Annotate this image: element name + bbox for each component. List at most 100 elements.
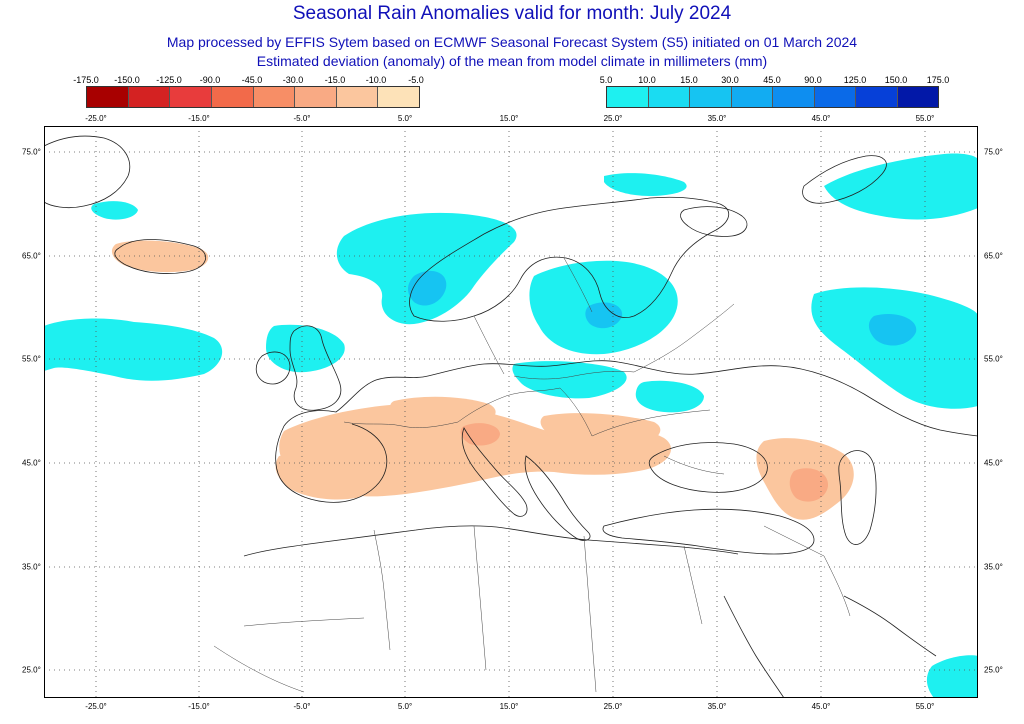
lon-label-top: 45.0° — [811, 114, 831, 123]
graticule — [44, 126, 978, 698]
legend-neg-swatch — [87, 87, 129, 107]
legend-neg-swatch — [336, 87, 379, 107]
map-frame — [44, 126, 978, 698]
legend-pos-swatch — [648, 87, 690, 107]
anomaly-map — [44, 126, 978, 698]
dry-area-iberia — [275, 454, 373, 500]
legend-neg-tick: -125.0 — [156, 75, 182, 85]
legend-positive-colorbar — [606, 86, 939, 108]
dry-area-southern-europe — [279, 403, 672, 497]
coast-red-sea — [723, 595, 785, 698]
dry-area-central-europe — [390, 396, 496, 427]
lon-label-top: -15.0° — [188, 114, 210, 123]
negative-anomaly-cores — [460, 423, 829, 502]
coast-novaya-zemlya — [802, 155, 887, 204]
map-title: Seasonal Rain Anomalies valid for month:… — [292, 3, 732, 24]
wet-core-russia — [868, 313, 917, 346]
legend-neg-swatch — [128, 87, 171, 107]
legend-pos-tick: 30.0 — [721, 75, 739, 85]
lon-label-top: -5.0° — [293, 114, 311, 123]
lon-label-bottom: -15.0° — [188, 702, 210, 711]
dry-area-iceland — [111, 240, 209, 273]
coast-anatolia — [602, 508, 815, 555]
wet-area-barents — [824, 153, 978, 220]
lon-label-bottom: 25.0° — [603, 702, 623, 711]
lat-label-right: 35.0° — [984, 562, 1003, 572]
coastlines — [44, 135, 978, 698]
wet-area-iceland-north — [91, 201, 138, 220]
coast-great-britain — [289, 325, 342, 411]
coast-black-sea — [648, 442, 768, 493]
legend-pos-tick: 175.0 — [926, 75, 950, 85]
legend-pos-tick: 10.0 — [638, 75, 656, 85]
coast-ireland — [255, 351, 291, 385]
lon-label-top: -25.0° — [85, 114, 107, 123]
lon-label-top: 55.0° — [915, 114, 935, 123]
wet-core-norway — [408, 270, 447, 306]
dry-core-alps — [460, 423, 500, 446]
legend-neg-tick: -150.0 — [114, 75, 140, 85]
lat-label-left: 25.0° — [22, 665, 41, 675]
lat-label-left: 45.0° — [22, 458, 41, 468]
lon-label-top: 15.0° — [499, 114, 519, 123]
legend-pos-swatch — [856, 87, 898, 107]
legend-neg-tick: -30.0 — [282, 75, 304, 85]
dry-core-caucasus — [789, 468, 829, 502]
wet-area-sahara-se — [926, 655, 978, 698]
legend-neg-tick: -45.0 — [241, 75, 263, 85]
legend-neg-tick: -15.0 — [324, 75, 346, 85]
wet-area-russia — [811, 287, 978, 409]
coast-iberia — [275, 423, 388, 503]
coast-kola — [680, 206, 748, 237]
legend-pos-tick: 125.0 — [843, 75, 867, 85]
lon-label-top: 5.0° — [397, 114, 413, 123]
lat-label-left: 75.0° — [22, 147, 41, 157]
lat-label-left: 35.0° — [22, 562, 41, 572]
lat-label-right: 55.0° — [984, 354, 1003, 364]
wet-area-ukraine-north — [635, 380, 704, 413]
lon-label-bottom: -5.0° — [293, 702, 311, 711]
wet-area-poland — [512, 361, 627, 399]
lon-label-bottom: 55.0° — [915, 702, 935, 711]
legend-pos-tick: 150.0 — [884, 75, 908, 85]
legend-pos-tick: 90.0 — [804, 75, 822, 85]
legend-neg-swatch — [378, 87, 419, 107]
legend-neg-tick: -175.0 — [73, 75, 99, 85]
lat-label-left: 65.0° — [22, 251, 41, 261]
legend-pos-swatch — [897, 87, 938, 107]
lon-label-bottom: 5.0° — [397, 702, 413, 711]
wet-area-north-atlantic — [44, 318, 223, 381]
coast-greenland — [44, 135, 130, 209]
map-subtitle-units: Estimated deviation (anomaly) of the mea… — [256, 53, 768, 69]
legend-neg-swatch — [253, 87, 296, 107]
legend-negative-colorbar — [86, 86, 420, 108]
legend-pos-tick: 5.0 — [599, 75, 613, 85]
legend-pos-tick: 15.0 — [680, 75, 698, 85]
lon-label-top: 35.0° — [707, 114, 727, 123]
lat-label-right: 45.0° — [984, 458, 1003, 468]
coast-caspian — [838, 450, 877, 545]
legend-neg-tick: -5.0 — [408, 75, 424, 85]
wet-area-svalbard-east — [604, 173, 687, 196]
lat-label-left: 55.0° — [22, 354, 41, 364]
map-subtitle-system: Map processed by EFFIS Sytem based on EC… — [166, 34, 858, 50]
coast-iceland — [114, 239, 206, 274]
wet-area-west-europe — [266, 324, 345, 373]
legend-pos-swatch — [773, 87, 815, 107]
legend-pos-swatch — [731, 87, 773, 107]
coast-balkans-greece — [524, 455, 591, 541]
map-background — [44, 126, 978, 698]
legend-pos-swatch — [607, 87, 649, 107]
coast-persian-gulf — [843, 595, 937, 657]
coast-north-africa — [243, 525, 739, 557]
lat-label-right: 75.0° — [984, 147, 1003, 157]
legend-pos-tick: 45.0 — [763, 75, 781, 85]
legend-neg-tick: -90.0 — [199, 75, 221, 85]
legend-pos-swatch — [814, 87, 856, 107]
national-borders — [213, 257, 851, 693]
legend-neg-swatch — [170, 87, 212, 107]
legend-neg-swatch — [295, 87, 337, 107]
positive-anomaly-areas — [44, 153, 978, 698]
lon-label-bottom: 45.0° — [811, 702, 831, 711]
lon-label-bottom: 35.0° — [707, 702, 727, 711]
